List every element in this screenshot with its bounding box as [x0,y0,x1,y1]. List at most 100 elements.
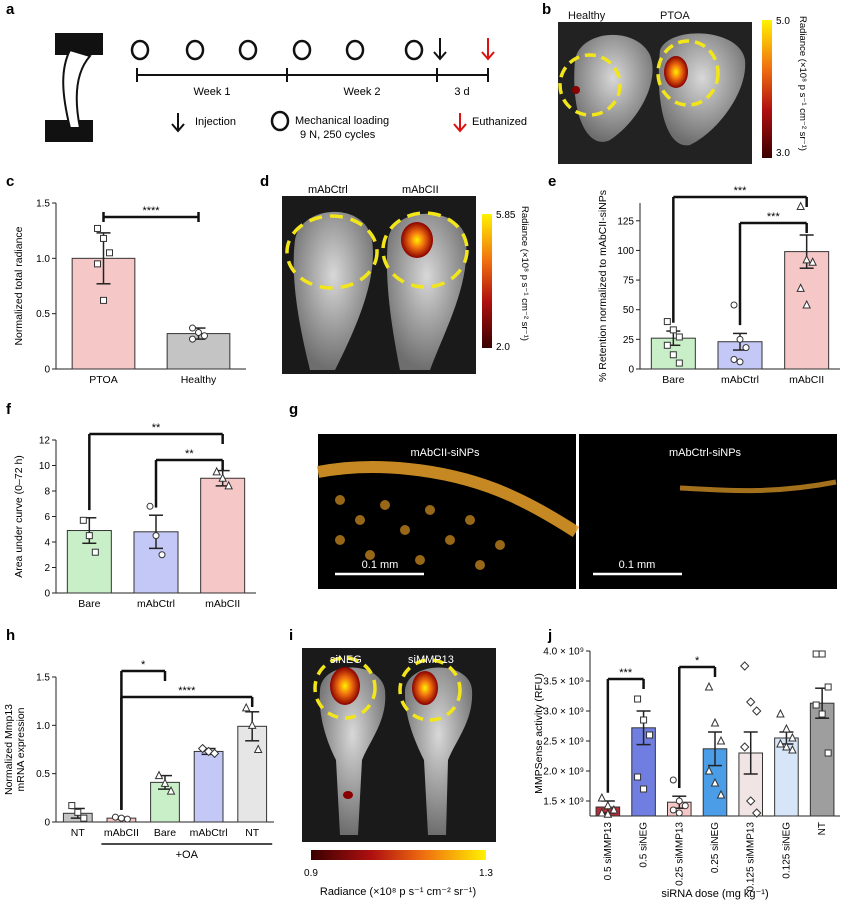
y-tick-label: 0 [628,365,634,376]
data-point [730,356,738,364]
x-tick-label: mAbCII [205,598,240,610]
panel-g: g mAbCII-siNPs mAbCtrl-siNPs 0.1 mm 0.1 … [289,401,837,589]
x-tick-label: Healthy [181,374,217,386]
legend-loading-2: 9 N, 250 cycles [300,129,376,141]
panel-b-label: b [542,1,551,18]
data-point [218,473,227,482]
loading-circles [130,39,424,61]
data-point [634,695,642,703]
d-cb-min: 2.0 [496,342,510,353]
data-point [818,710,826,718]
chart-c: c 0 0.5 1.0 1.5 Normalized total radiance PTOA… [6,173,246,386]
data-point [710,717,720,727]
y-tick-label: 2 [44,563,50,574]
i-left-label: siNEG [330,654,362,666]
data-point [94,224,101,232]
y-tick-label: 2.0 × 10⁹ [543,767,584,778]
x-tick-label: mAbCII [789,374,824,386]
data-point [663,341,671,349]
g-scale-right: 0.1 mm [619,559,656,571]
data-point [788,744,797,754]
chart-j: j 1.5 × 10⁹ 2.0 × 10⁹ 2.5 × 10⁹ 3.0 × 10⁹ 3.5… [533,627,840,900]
data-point [716,789,726,799]
i-colorbar [311,850,486,860]
data-point [824,749,832,757]
data-point [740,742,750,752]
data-point [776,738,785,748]
g-scale-left: 0.1 mm [362,559,399,571]
data-point [152,532,160,540]
data-point [80,814,88,822]
g-left-label: mAbCII-siNPs [410,447,480,459]
i-right-label: siMMP13 [408,654,454,666]
bar [809,702,835,817]
y-tick-label: 25 [623,335,635,346]
data-point [68,802,76,810]
y-tick-label: 4 [44,538,50,549]
data-point [746,796,756,806]
y-axis-label: MMPSense activity (RFU) [533,673,545,794]
data-point [710,777,720,787]
x-tick-label: 0.25 siNEG [710,822,721,873]
x-tick-label: mAbCII [104,827,139,839]
data-point [663,318,671,326]
bar [200,477,246,594]
data-point [91,548,99,556]
data-point [195,328,202,336]
injection-arrow-icon [433,38,447,61]
y-tick-label: 8 [44,487,50,498]
data-point [100,296,107,304]
y-tick-label: 0 [44,365,50,376]
data-point [675,359,683,367]
x-tick-label: NT [817,822,828,835]
y-tick-label: 12 [39,436,51,447]
d-left-label: mAbCtrl [308,184,348,196]
panel-d-label: d [260,173,269,190]
legend-loading-icon [270,110,290,132]
b-cb-min: 3.0 [776,148,790,159]
data-point [704,765,714,775]
sig-label: **** [178,685,196,697]
euthanized-arrow-icon [481,38,495,61]
b-right-label: PTOA [660,10,690,22]
micrograph-right [579,434,837,589]
y-tick-label: 0.5 [36,309,50,320]
bar [784,251,830,370]
panel-i-label: i [289,627,293,644]
sig-label: ** [152,422,161,434]
data-point [796,201,805,211]
y-tick-label: 125 [617,216,634,227]
data-point [634,773,642,781]
panel-f-label: f [6,401,12,418]
sig-label: * [141,659,146,671]
panel-i: i siNEG siMMP13 0.9 1.3 Radiance (×10⁸ p… [289,627,496,898]
x-tick-label: 0.125 siNEG [781,822,792,879]
mabcii-signal [401,222,433,258]
x-tick-label: PTOA [89,374,117,386]
data-point [681,802,689,810]
data-point [716,735,726,745]
y-tick-label: 2.5 × 10⁹ [543,737,584,748]
x-tick-label: 0.125 siMMP13 [746,822,757,892]
data-point [241,702,251,712]
y-tick-label: 1.0 [36,254,50,265]
legend-injection-icon [171,113,185,133]
data-point [85,532,93,540]
y-axis-label: Normalized total radiance [13,226,25,345]
data-point [776,708,785,718]
y-tick-label: 0.5 [36,769,50,780]
data-point [818,650,826,658]
data-point [646,731,654,739]
legend-euthanized: Euthanized [472,116,527,128]
panel-c-label: c [6,173,14,190]
data-point [796,283,805,292]
data-point [106,249,113,257]
y-axis-label: Area under curve (0–72 h) [13,455,25,578]
b-cb-max: 5.0 [776,16,790,27]
data-point [100,234,107,242]
y-tick-label: 6 [44,512,50,523]
y-tick-label: 1.5 [36,199,50,210]
d-right-label: mAbCII [402,184,439,196]
data-point [802,254,811,264]
i-cb-min: 0.9 [304,868,318,879]
